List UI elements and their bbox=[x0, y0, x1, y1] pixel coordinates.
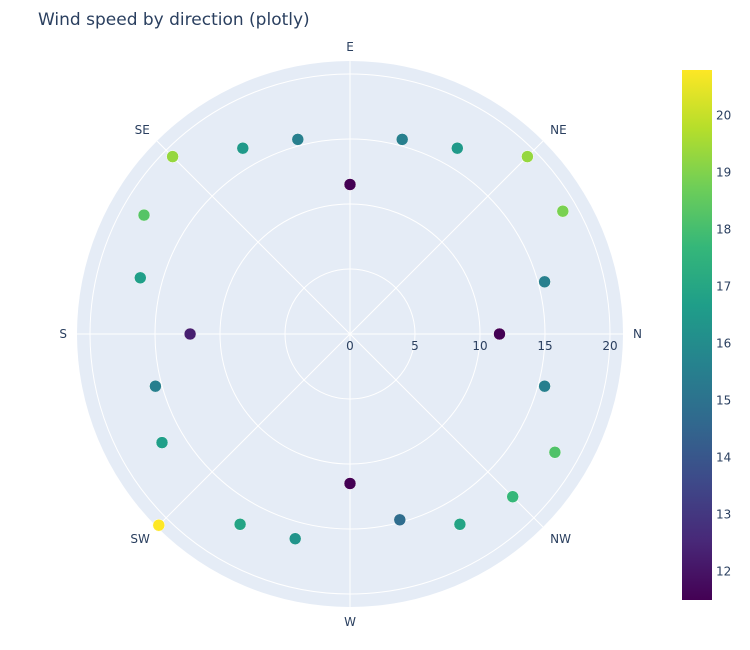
data-point bbox=[183, 327, 197, 341]
colorbar-tick-label: 18 bbox=[716, 223, 731, 237]
data-point bbox=[538, 275, 551, 289]
colorbar bbox=[682, 70, 712, 600]
angular-tick-label: NW bbox=[550, 532, 571, 546]
angular-tick-label: W bbox=[344, 615, 356, 629]
colorbar-tick-label: 14 bbox=[716, 451, 731, 465]
colorbar-tick-label: 12 bbox=[716, 565, 731, 579]
angular-gridline bbox=[156, 140, 351, 335]
data-point bbox=[137, 208, 151, 222]
data-point bbox=[343, 178, 357, 191]
data-point bbox=[395, 133, 409, 146]
angular-tick-label: N bbox=[633, 327, 642, 341]
colorbar-tick-label: 17 bbox=[716, 280, 731, 294]
data-points bbox=[134, 133, 570, 545]
data-point bbox=[451, 141, 464, 155]
data-point bbox=[134, 271, 147, 285]
data-point bbox=[236, 141, 250, 155]
colorbar-tick-label: 19 bbox=[716, 166, 731, 180]
colorbar-tick-label: 20 bbox=[716, 109, 731, 123]
angular-tick-label: NE bbox=[550, 123, 567, 137]
colorbar-tick-label: 15 bbox=[716, 394, 731, 408]
data-point bbox=[548, 446, 562, 459]
data-point bbox=[152, 518, 166, 532]
angular-gridline bbox=[156, 333, 351, 528]
angular-tick-label: SW bbox=[130, 532, 150, 546]
colorbar-tick-label: 16 bbox=[716, 337, 731, 351]
data-point bbox=[155, 436, 169, 449]
radial-tick-label: 10 bbox=[472, 339, 487, 353]
radial-tick-label: 0 bbox=[346, 339, 354, 353]
radial-tick-label: 15 bbox=[537, 339, 552, 353]
data-point bbox=[556, 204, 570, 218]
chart-title: Wind speed by direction (plotly) bbox=[38, 10, 310, 30]
angular-tick-label: E bbox=[346, 40, 354, 54]
radial-axis: 0 5 10 15 20 bbox=[346, 339, 617, 353]
data-point bbox=[166, 150, 179, 163]
data-point bbox=[493, 327, 506, 341]
data-point bbox=[453, 518, 467, 531]
data-point bbox=[538, 379, 551, 393]
data-point bbox=[506, 490, 519, 503]
colorbar-tick-label: 13 bbox=[716, 508, 731, 522]
data-point bbox=[288, 532, 302, 545]
data-point bbox=[393, 513, 407, 527]
angular-tick-label: S bbox=[59, 327, 67, 341]
data-point bbox=[343, 477, 357, 490]
colorbar-ticks: 12 13 14 15 16 17 18 19 20 bbox=[716, 109, 731, 579]
data-point bbox=[291, 133, 305, 146]
angular-tick-label: SE bbox=[135, 123, 150, 137]
angular-axis: N NE E SE S SW W NW bbox=[59, 40, 642, 629]
data-point bbox=[233, 518, 247, 531]
radial-tick-label: 20 bbox=[602, 339, 617, 353]
radial-tick-label: 5 bbox=[411, 339, 419, 353]
angular-gridline bbox=[349, 140, 544, 335]
data-point bbox=[521, 150, 534, 163]
data-point bbox=[149, 379, 162, 393]
